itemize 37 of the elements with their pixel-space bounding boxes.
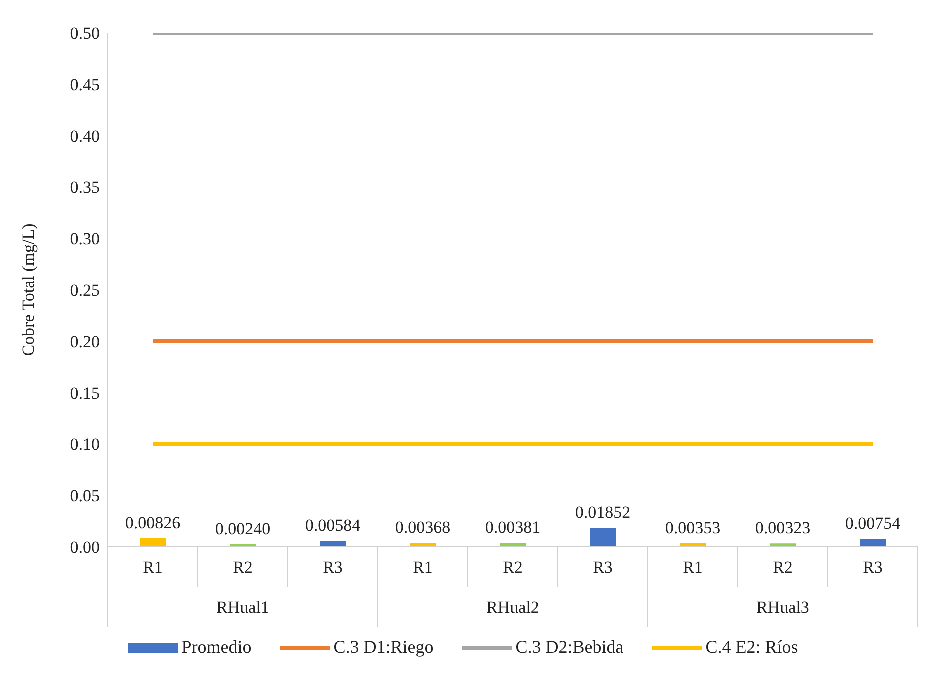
data-label: 0.00754 bbox=[845, 514, 902, 534]
x-tick-label: R2 bbox=[233, 558, 253, 577]
legend-label: C.4 E2: Ríos bbox=[706, 637, 798, 658]
y-tick-label: 0.05 bbox=[70, 486, 100, 506]
data-label: 0.00240 bbox=[215, 520, 271, 539]
y-axis-title: Cobre Total (mg/L) bbox=[19, 224, 38, 356]
y-tick-label: 0.35 bbox=[70, 178, 100, 198]
data-label: 0.00353 bbox=[665, 518, 721, 538]
x-tick-label: R3 bbox=[323, 558, 343, 577]
text: RHual2 bbox=[486, 598, 540, 617]
x-tick-label: R1 bbox=[413, 558, 433, 577]
y-tick-label: 0.30 bbox=[70, 230, 100, 249]
text: RHual1 bbox=[216, 598, 270, 617]
legend-label: C.3 D2:Bebida bbox=[516, 637, 624, 658]
data-label: 0.00381 bbox=[485, 518, 541, 538]
data-label: 0.00368 bbox=[395, 518, 451, 538]
data-label: 0.00323 bbox=[755, 518, 811, 538]
y-tick-label: 0.15 bbox=[70, 384, 100, 403]
x-tick-label: R1 bbox=[143, 558, 163, 577]
y-tick-label: 0.40 bbox=[70, 126, 100, 146]
y-tick-label: 0.25 bbox=[70, 281, 100, 300]
data-label: 0.01852 bbox=[575, 502, 631, 522]
legend-label: C.3 D1:Riego bbox=[334, 637, 434, 658]
text: RHual3 bbox=[756, 598, 810, 617]
legend-label: Promedio bbox=[182, 637, 252, 658]
y-tick-label: 0.45 bbox=[70, 75, 100, 94]
y-tick-label: 0.10 bbox=[70, 435, 100, 454]
data-label: 0.00584 bbox=[305, 516, 362, 535]
data-label: 0.00826 bbox=[125, 514, 181, 533]
y-tick-label: 0.50 bbox=[70, 24, 100, 44]
y-tick-label: 0.20 bbox=[70, 332, 100, 352]
x-tick-label: R3 bbox=[863, 558, 883, 577]
x-tick-label: R2 bbox=[773, 558, 793, 577]
x-tick-label: R2 bbox=[503, 558, 523, 577]
x-tick-label: R1 bbox=[683, 558, 703, 577]
x-tick-label: R3 bbox=[593, 558, 613, 577]
y-tick-label: 0.00 bbox=[70, 538, 100, 558]
